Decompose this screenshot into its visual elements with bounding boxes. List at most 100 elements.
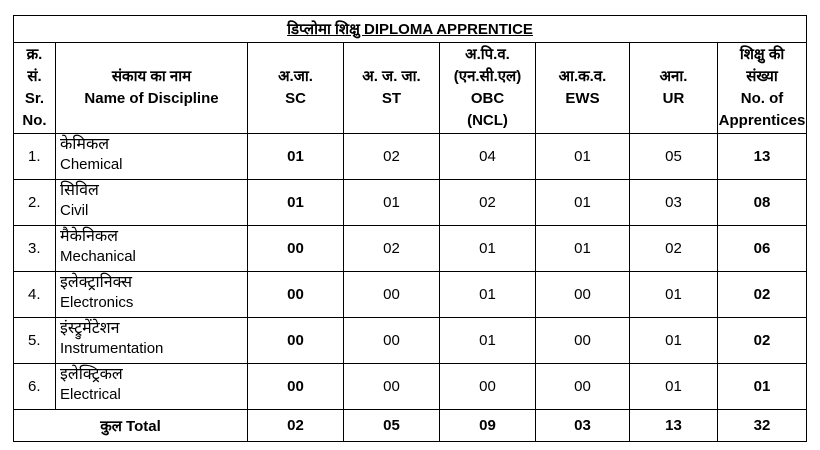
cell-ews: 00 <box>535 317 630 364</box>
cell-total: 13 <box>716 133 808 180</box>
discipline-english: Instrumentation <box>60 340 164 357</box>
cell-ur: 05 <box>629 133 718 180</box>
cell-sr: 4. <box>13 271 56 318</box>
discipline-english: Civil <box>60 202 89 219</box>
cell-obc: 02 <box>439 179 536 226</box>
cell-sr: 2. <box>13 179 56 226</box>
cell-total: 02 <box>716 317 808 364</box>
cell-obc: 01 <box>439 317 536 364</box>
cell-discipline: इलेक्ट्रानिक्स Electronics <box>55 271 248 318</box>
table-row: 4. इलेक्ट्रानिक्स Electronics 00 00 01 0… <box>13 271 808 318</box>
header-total-line: शिक्षु की <box>739 46 785 63</box>
discipline-hindi: इलेक्ट्रिकल <box>60 366 123 383</box>
cell-sc: 00 <box>247 271 344 318</box>
header-total-line: Apprentices <box>718 112 806 129</box>
cell-obc: 01 <box>439 271 536 318</box>
total-ur: 13 <box>629 409 718 442</box>
title-row: डिप्लोमा शिक्षु DIPLOMA APPRENTICE <box>12 15 808 43</box>
cell-sc: 00 <box>247 317 344 364</box>
cell-ews: 00 <box>535 271 630 318</box>
header-sr-no: क्र. सं. Sr. No. <box>13 42 56 134</box>
header-sc-line: SC <box>285 90 306 107</box>
cell-ur: 02 <box>629 225 718 272</box>
cell-discipline: इलेक्ट्रिकल Electrical <box>55 363 248 410</box>
header-st: अ. ज. जा. ST <box>343 42 440 134</box>
total-apprentices: 32 <box>716 409 808 442</box>
cell-ur: 03 <box>629 179 718 226</box>
header-ur: अना. UR <box>629 42 718 134</box>
header-ur-line: अना. <box>659 68 688 85</box>
cell-st: 02 <box>343 225 440 272</box>
table-row: 1. केमिकल Chemical 01 02 04 01 05 13 <box>13 133 808 180</box>
table-row: 3. मैकेनिकल Mechanical 00 02 01 01 02 06 <box>13 225 808 272</box>
table-row: 6. इलेक्ट्रिकल Electrical 00 00 00 00 01… <box>13 363 808 410</box>
total-ews: 03 <box>535 409 630 442</box>
cell-obc: 01 <box>439 225 536 272</box>
cell-sr: 3. <box>13 225 56 272</box>
header-total-apprentices: शिक्षु की संख्या No. of Apprentices <box>716 42 808 134</box>
cell-st: 02 <box>343 133 440 180</box>
cell-total: 08 <box>716 179 808 226</box>
cell-sr: 1. <box>13 133 56 180</box>
header-total-line: संख्या <box>746 68 778 85</box>
header-discipline-line: Name of Discipline <box>84 90 219 107</box>
header-ews-line: आ.क.व. <box>558 68 607 85</box>
cell-st: 00 <box>343 271 440 318</box>
header-obc-line: OBC <box>470 90 505 107</box>
header-sr-line: No. <box>22 112 47 129</box>
total-st: 05 <box>343 409 440 442</box>
header-ews-line: EWS <box>565 90 600 107</box>
header-total-line: No. of <box>740 90 784 107</box>
cell-ews: 01 <box>535 179 630 226</box>
discipline-english: Chemical <box>60 156 123 173</box>
header-sc: अ.जा. SC <box>247 42 344 134</box>
header-sc-line: अ.जा. <box>278 68 313 85</box>
header-st-line: अ. ज. जा. <box>362 68 421 85</box>
discipline-hindi: मैकेनिकल <box>60 228 119 245</box>
table-title: डिप्लोमा शिक्षु DIPLOMA APPRENTICE <box>12 15 808 43</box>
cell-discipline: मैकेनिकल Mechanical <box>55 225 248 272</box>
header-obc-line: अ.पि.व. <box>465 46 510 63</box>
header-obc-line: (एन.सी.एल) <box>453 68 522 85</box>
cell-st: 00 <box>343 317 440 364</box>
cell-st: 01 <box>343 179 440 226</box>
header-obc-line: (NCL) <box>467 112 508 129</box>
cell-ews: 00 <box>535 363 630 410</box>
cell-obc: 04 <box>439 133 536 180</box>
header-st-line: ST <box>381 90 402 107</box>
cell-sc: 01 <box>247 179 344 226</box>
header-row: क्र. सं. Sr. No. संकाय का नाम Name of Di… <box>13 42 808 134</box>
header-discipline: संकाय का नाम Name of Discipline <box>55 42 248 134</box>
cell-total: 01 <box>716 363 808 410</box>
cell-st: 00 <box>343 363 440 410</box>
cell-sr: 6. <box>13 363 56 410</box>
cell-discipline: इंस्ट्रुमेंटेशन Instrumentation <box>55 317 248 364</box>
header-ur-line: UR <box>662 90 685 107</box>
cell-discipline: सिविल Civil <box>55 179 248 226</box>
cell-total: 02 <box>716 271 808 318</box>
discipline-hindi: इलेक्ट्रानिक्स <box>60 274 133 291</box>
table-row: 2. सिविल Civil 01 01 02 01 03 08 <box>13 179 808 226</box>
discipline-hindi: केमिकल <box>60 136 110 153</box>
cell-obc: 00 <box>439 363 536 410</box>
total-label: कुल Total <box>13 409 248 442</box>
discipline-hindi: सिविल <box>60 182 99 199</box>
cell-discipline: केमिकल Chemical <box>55 133 248 180</box>
discipline-english: Electrical <box>60 386 121 403</box>
cell-total: 06 <box>716 225 808 272</box>
header-obc: अ.पि.व. (एन.सी.एल) OBC (NCL) <box>439 42 536 134</box>
cell-ur: 01 <box>629 363 718 410</box>
discipline-english: Electronics <box>60 294 134 311</box>
header-ews: आ.क.व. EWS <box>535 42 630 134</box>
cell-ews: 01 <box>535 133 630 180</box>
header-sr-line: क्र. <box>26 46 43 63</box>
total-obc: 09 <box>439 409 536 442</box>
total-row: कुल Total 02 05 09 03 13 32 <box>13 409 808 442</box>
cell-sc: 00 <box>247 225 344 272</box>
cell-sc: 01 <box>247 133 344 180</box>
header-sr-line: सं. <box>27 68 42 85</box>
header-sr-line: Sr. <box>24 90 45 107</box>
discipline-hindi: इंस्ट्रुमेंटेशन <box>60 320 120 337</box>
cell-ur: 01 <box>629 317 718 364</box>
apprentice-table-container: डिप्लोमा शिक्षु DIPLOMA APPRENTICE क्र. … <box>12 15 808 442</box>
